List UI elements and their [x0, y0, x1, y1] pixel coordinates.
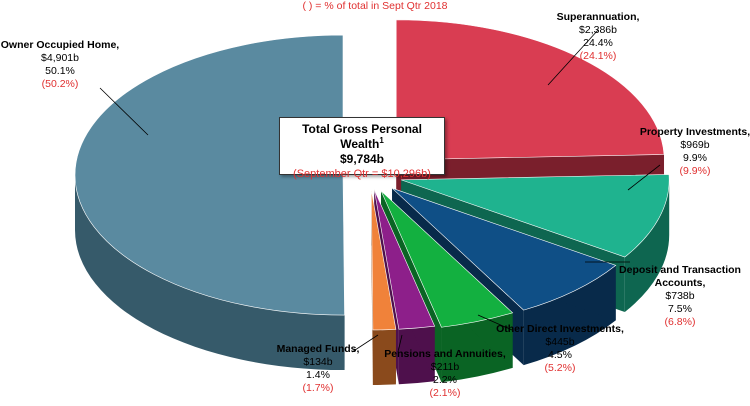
slice-label-5-line-3: (1.7%) — [303, 382, 334, 394]
slice-1 — [401, 174, 670, 258]
leader-line-3 — [477, 314, 513, 331]
slice-side-1 — [624, 179, 670, 313]
slice-label-3-line-0: Other Direct Investments, — [496, 323, 624, 335]
center-previous-total: (September Qtr = $10,296b) — [293, 168, 431, 180]
slice-label-6-line-1: $4,901b — [41, 52, 79, 64]
slice-label-5-line-0: Managed Funds, — [277, 343, 360, 355]
leader-line-0 — [547, 29, 599, 86]
slice-label-5-line-2: 1.4% — [306, 369, 330, 381]
leader-line-1 — [627, 164, 661, 191]
slice-2 — [391, 187, 617, 311]
slice-label-3-line-1: $445b — [545, 336, 574, 348]
slice-label-0-line-3: (24.1%) — [580, 50, 617, 62]
slice-6 — [74, 34, 345, 316]
slice-label-1-line-0: Property Investments, — [640, 126, 750, 138]
slice-label-4-line-2: 2.2% — [433, 374, 457, 386]
center-title-superscript: 1 — [379, 136, 384, 145]
slice-3 — [380, 190, 514, 328]
slice-label-6-line-3: (50.2%) — [42, 78, 79, 90]
slice-label-6-line-0: Owner Occupied Home, — [1, 39, 120, 51]
slice-label-2-line-3: 7.5% — [668, 303, 692, 315]
center-total-value: $9,784b — [339, 152, 385, 166]
slice-label-2-line-1: Accounts, — [655, 277, 706, 289]
center-title: Total Gross Personal Wealth1 — [280, 122, 444, 151]
slice-label-2-line-2: $738b — [665, 290, 694, 302]
center-total-box: Total Gross Personal Wealth1 $9,784b (Se… — [279, 117, 445, 180]
pie-top-faces — [74, 19, 670, 331]
slice-label-2-line-4: (6.8%) — [665, 316, 696, 328]
slice-label-0-line-1: $2,386b — [579, 24, 617, 36]
slice-label-5-line-1: $134b — [303, 356, 332, 368]
slice-label-0-line-2: 24.4% — [583, 37, 613, 49]
slice-label-1-line-1: $969b — [680, 139, 709, 151]
center-title-text: Total Gross Personal Wealth — [302, 122, 422, 151]
slice-label-3-line-2: 4.5% — [548, 349, 572, 361]
slice-4 — [373, 189, 436, 330]
slice-5 — [371, 189, 397, 331]
slice-label-1-line-3: (9.9%) — [680, 165, 711, 177]
leader-line-6 — [99, 87, 149, 136]
slice-0 — [395, 19, 665, 161]
leader-line-5 — [351, 334, 379, 353]
slice-label-4-line-3: (2.1%) — [430, 387, 461, 399]
slice-label-4-line-1: $211b — [431, 361, 460, 373]
chart-note: ( ) = % of total in Sept Qtr 2018 — [302, 0, 448, 12]
slice-label-2-line-0: Deposit and Transaction — [619, 264, 741, 276]
slice-label-6-line-2: 50.1% — [45, 65, 75, 77]
slice-label-3-line-3: (5.2%) — [545, 362, 576, 374]
slice-label-1-line-2: 9.9% — [683, 152, 707, 164]
slice-side-6 — [75, 175, 345, 371]
slice-label-0-line-0: Superannuation, — [557, 11, 640, 23]
slice-label-4-line-0: Pensions and Annuities, — [384, 348, 506, 360]
leader-line-4 — [397, 334, 403, 353]
